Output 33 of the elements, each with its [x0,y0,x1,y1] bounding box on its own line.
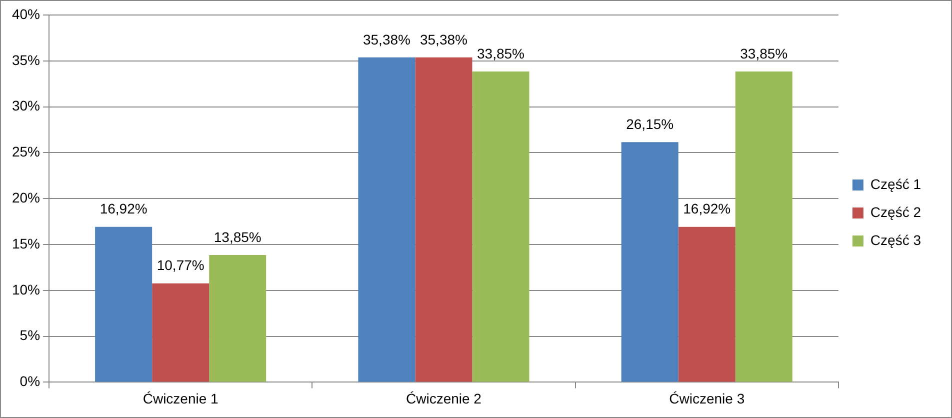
data-label: 33,85% [740,45,788,62]
x-tick-label: Ćwiczenie 1 [142,390,219,406]
data-label: 16,92% [100,200,148,217]
data-label: 33,85% [476,45,524,62]
bar [358,57,416,382]
bar [472,71,530,382]
y-tick-label: 15% [12,235,40,252]
data-label: 26,15% [626,116,674,132]
bar [415,57,472,382]
data-label: 16,92% [683,200,731,217]
bar [152,283,210,382]
y-tick-label: 35% [12,52,40,68]
y-tick-label: 30% [12,98,40,114]
data-label: 13,85% [214,228,262,245]
legend-label: Część 2 [870,204,922,220]
y-tick-label: 5% [20,327,40,344]
legend-label: Część 3 [870,232,922,248]
x-tick-label: Ćwiczenie 2 [406,390,482,406]
y-tick-label: 10% [12,281,40,298]
data-label: 35,38% [420,31,468,48]
y-tick-label: 20% [12,189,40,206]
bar [735,71,792,382]
bar [95,226,152,382]
bar [621,142,678,382]
x-tick-label: Ćwiczenie 3 [669,390,745,406]
legend-label: Część 1 [870,176,922,192]
data-label: 35,38% [362,31,410,48]
y-tick-label: 25% [12,144,40,160]
data-label: 10,77% [156,257,204,274]
bar [678,226,736,382]
y-tick-label: 40% [12,6,40,22]
bar [209,255,266,382]
y-tick-label: 0% [20,373,40,390]
